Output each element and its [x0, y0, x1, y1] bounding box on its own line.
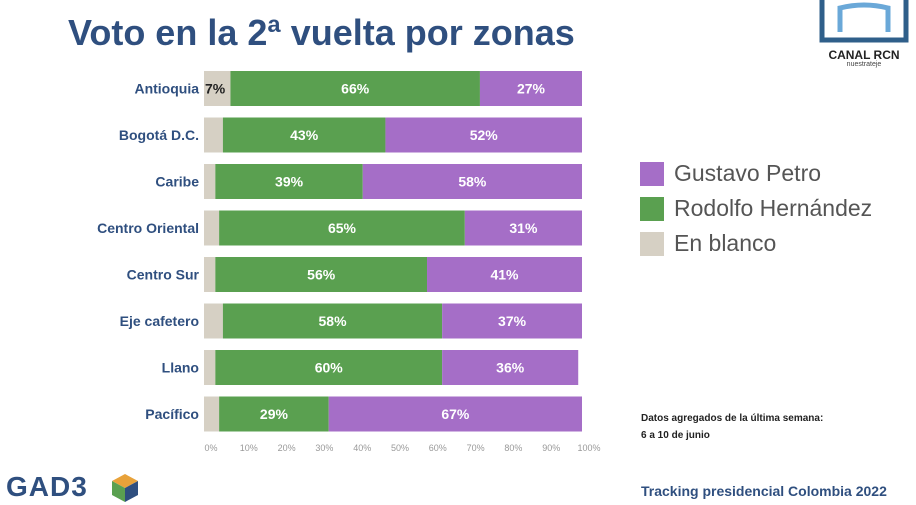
data-note-line1: Datos agregados de la última semana:	[641, 413, 824, 424]
data-label-gustavo-petro-centro-sur: 41%	[490, 267, 519, 283]
x-tick-labels: 0% 10% 20% 30% 40% 50% 60% 70% 80% 90% 100%	[204, 443, 600, 453]
x-tick-7: 70%	[467, 443, 485, 453]
data-label-gustavo-petro-centro-oriental: 31%	[509, 220, 538, 236]
bar-rodolfo-hernandez-caribe	[215, 164, 363, 199]
bars-group: 7% 66% 27% 43% 52% 39% 58% 65% 31% 56% 41% 58% 37% 60…	[204, 71, 582, 432]
x-tick-3: 30%	[315, 443, 333, 453]
legend-item-blanco: En blanco	[640, 226, 872, 261]
category-label-centro-sur: Centro Sur	[127, 267, 200, 283]
footer-text: Tracking presidencial Colombia 2022	[641, 483, 887, 499]
legend-item-hernandez: Rodolfo Hernández	[640, 191, 872, 226]
data-label-rodolfo-hernandez-centro-oriental: 65%	[328, 220, 357, 236]
bar-rodolfo-hernandez-llano	[215, 350, 443, 385]
data-label-rodolfo-hernandez-pacifico: 29%	[260, 406, 289, 422]
x-tick-1: 10%	[240, 443, 258, 453]
category-labels: Antioquia Bogotá D.C. Caribe Centro Orienta…	[97, 81, 199, 423]
data-label-gustavo-petro-bogota-d-c: 52%	[470, 127, 499, 143]
legend-label-blanco: En blanco	[674, 230, 777, 256]
data-label-gustavo-petro-antioquia: 27%	[517, 81, 546, 97]
x-tick-5: 50%	[391, 443, 409, 453]
bar-gustavo-petro-bogota-d-c	[385, 117, 582, 153]
gad3-cube-icon	[112, 474, 138, 502]
bar-gustavo-petro-llano	[442, 350, 579, 385]
data-label-gustavo-petro-caribe: 58%	[458, 174, 487, 190]
data-note: Datos agregados de la última semana: 6 a…	[641, 410, 823, 444]
data-label-rodolfo-hernandez-llano: 60%	[315, 360, 344, 376]
category-label-caribe: Caribe	[155, 174, 199, 190]
bar-gustavo-petro-eje-cafetero	[442, 303, 582, 339]
x-tick-4: 40%	[353, 443, 371, 453]
gad3-logo-text: GAD3	[6, 471, 88, 502]
bar-rodolfo-hernandez-antioquia	[230, 71, 480, 106]
x-tick-9: 90%	[542, 443, 560, 453]
bar-gustavo-petro-pacifico	[328, 396, 582, 432]
data-label-rodolfo-hernandez-antioquia: 66%	[341, 81, 370, 97]
bar-en-blanco-llano	[204, 350, 216, 385]
bar-rodolfo-hernandez-bogota-d-c	[222, 117, 386, 153]
bar-en-blanco-pacifico	[204, 396, 220, 432]
legend-swatch-blanco	[640, 231, 664, 256]
category-label-pacifico: Pacífico	[145, 406, 199, 422]
bar-en-blanco-eje-cafetero	[204, 303, 223, 339]
data-label-gustavo-petro-pacifico: 67%	[441, 406, 470, 422]
data-note-line2: 6 a 10 de junio	[641, 430, 710, 441]
bar-rodolfo-hernandez-eje-cafetero	[222, 303, 443, 339]
legend-label-petro: Gustavo Petro	[674, 160, 822, 186]
x-tick-10: 100%	[577, 443, 600, 453]
x-tick-2: 20%	[278, 443, 296, 453]
bar-en-blanco-caribe	[204, 164, 216, 199]
category-label-centro-oriental: Centro Oriental	[97, 220, 199, 236]
bar-en-blanco-bogota-d-c	[204, 117, 223, 153]
chart-legend: Gustavo Petro Rodolfo Hernández En blanc…	[640, 156, 872, 261]
data-label-rodolfo-hernandez-eje-cafetero: 58%	[319, 313, 348, 329]
x-tick-8: 80%	[504, 443, 522, 453]
legend-swatch-hernandez	[640, 196, 664, 221]
legend-label-hernandez: Rodolfo Hernández	[674, 195, 873, 221]
data-label-gustavo-petro-llano: 36%	[496, 360, 525, 376]
data-label-rodolfo-hernandez-bogota-d-c: 43%	[290, 127, 319, 143]
category-label-llano: Llano	[162, 360, 199, 376]
bar-rodolfo-hernandez-centro-oriental	[219, 210, 465, 246]
x-tick-6: 60%	[429, 443, 447, 453]
rcn-tagline: nuestrateje	[846, 61, 882, 68]
page-title: Voto en la 2ª vuelta por zonas	[68, 12, 575, 53]
rcn-brand-text: CANAL RCN	[828, 48, 900, 62]
category-label-bogota-d-c: Bogotá D.C.	[119, 127, 199, 143]
bar-gustavo-petro-antioquia	[479, 71, 582, 106]
data-label-rodolfo-hernandez-centro-sur: 56%	[307, 267, 336, 283]
bar-gustavo-petro-caribe	[362, 164, 582, 199]
legend-swatch-petro	[640, 161, 664, 186]
legend-item-petro: Gustavo Petro	[640, 156, 872, 191]
bar-en-blanco-antioquia	[204, 71, 231, 106]
bar-rodolfo-hernandez-centro-sur	[215, 257, 428, 292]
stacked-bar-chart: 7% 66% 27% 43% 52% 39% 58% 65% 31% 56% 41% 58% 37% 60…	[97, 71, 601, 453]
bar-en-blanco-centro-sur	[204, 257, 216, 292]
category-label-eje-cafetero: Eje cafetero	[120, 313, 199, 329]
bar-rodolfo-hernandez-pacifico	[219, 396, 329, 432]
data-label-rodolfo-hernandez-caribe: 39%	[275, 174, 304, 190]
category-label-antioquia: Antioquia	[134, 81, 199, 97]
bar-gustavo-petro-centro-oriental	[464, 210, 582, 246]
data-label-en-blanco-antioquia: 7%	[205, 81, 226, 97]
bar-en-blanco-centro-oriental	[204, 210, 220, 246]
x-tick-0: 0%	[204, 443, 217, 453]
data-label-gustavo-petro-eje-cafetero: 37%	[498, 313, 527, 329]
canal-rcn-logo: CANAL RCN nuestrateje	[812, 0, 916, 72]
bar-gustavo-petro-centro-sur	[427, 257, 582, 292]
